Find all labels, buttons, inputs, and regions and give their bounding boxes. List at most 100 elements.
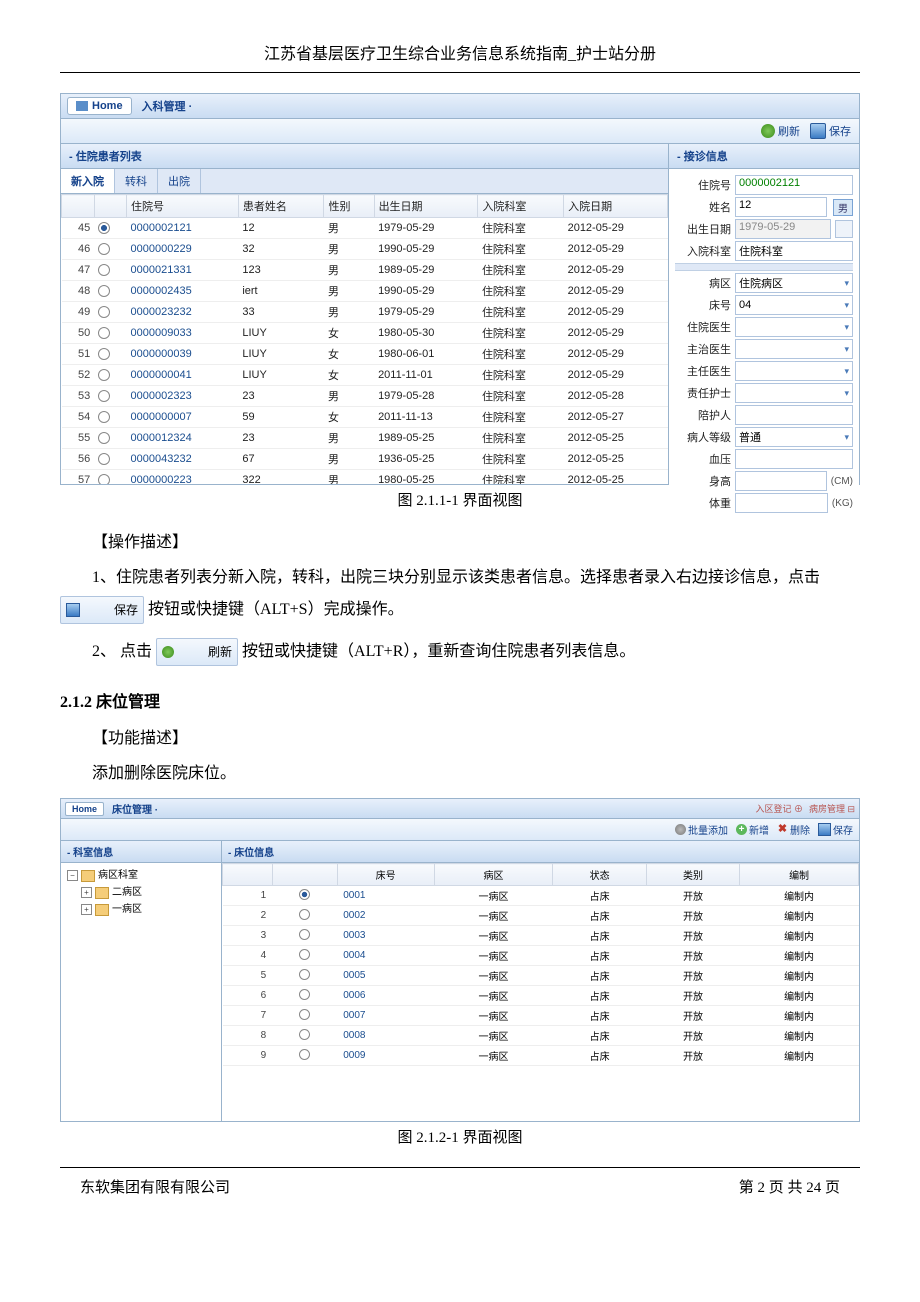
link-ward[interactable]: 病房管理 ⊟ — [809, 802, 855, 815]
calendar-icon[interactable] — [835, 220, 853, 238]
dept-field[interactable]: 住院科室 — [735, 241, 853, 261]
table-scroll[interactable]: 住院号患者姓名性别出生日期入院科室入院日期 45 0000002121 12 男… — [61, 194, 668, 484]
table-row[interactable]: 50 0000009033 LIUY 女 1980-05-30 住院科室 201… — [62, 323, 668, 344]
patient-id[interactable]: 0000000229 — [127, 239, 239, 260]
row-radio[interactable] — [272, 946, 337, 966]
patient-id[interactable]: 0000002323 — [127, 386, 239, 407]
patient-level-select[interactable]: 普通▾ — [735, 427, 853, 447]
table-row[interactable]: 5 0005 一病区 占床 开放 编制内 — [223, 966, 859, 986]
row-radio[interactable] — [94, 218, 126, 239]
row-radio[interactable] — [94, 449, 126, 470]
subtab-discharge[interactable]: 出院 — [158, 169, 201, 193]
row-radio[interactable] — [94, 239, 126, 260]
table-row[interactable]: 51 0000000039 LIUY 女 1980-06-01 住院科室 201… — [62, 344, 668, 365]
table-row[interactable]: 48 0000002435 iert 男 1990-05-29 住院科室 201… — [62, 281, 668, 302]
tree-node[interactable]: +二病区 — [81, 884, 215, 901]
table-row[interactable]: 56 0000043232 67 男 1936-05-25 住院科室 2012-… — [62, 449, 668, 470]
patient-id[interactable]: 0000000007 — [127, 407, 239, 428]
patient-id[interactable]: 0000043232 — [127, 449, 239, 470]
expand-icon[interactable]: + — [81, 904, 92, 915]
row-radio[interactable] — [94, 407, 126, 428]
refresh-button[interactable]: 刷新 — [761, 123, 800, 139]
delete-button[interactable]: ✖删除 — [777, 822, 810, 837]
tree-node[interactable]: +一病区 — [81, 901, 215, 918]
table-row[interactable]: 55 0000012324 23 男 1989-05-25 住院科室 2012-… — [62, 428, 668, 449]
row-radio[interactable] — [272, 1006, 337, 1026]
save-button[interactable]: 保存 — [818, 822, 853, 837]
row-radio[interactable] — [272, 906, 337, 926]
patient-id[interactable]: 0000021331 — [127, 260, 239, 281]
add-button[interactable]: +新增 — [736, 822, 769, 837]
weight-field[interactable] — [735, 493, 828, 513]
row-radio[interactable] — [94, 302, 126, 323]
bed-id[interactable]: 0003 — [337, 926, 434, 946]
table-row[interactable]: 49 0000023232 33 男 1979-05-29 住院科室 2012-… — [62, 302, 668, 323]
active-tab[interactable]: 床位管理 · — [112, 801, 158, 816]
expand-icon[interactable]: + — [81, 887, 92, 898]
table-row[interactable]: 54 0000000007 59 女 2011-11-13 住院科室 2012-… — [62, 407, 668, 428]
collapse-icon[interactable]: − — [67, 870, 78, 881]
patient-id[interactable]: 0000002121 — [127, 218, 239, 239]
bed-id[interactable]: 0004 — [337, 946, 434, 966]
table-row[interactable]: 45 0000002121 12 男 1979-05-29 住院科室 2012-… — [62, 218, 668, 239]
link-admit[interactable]: 入区登记 ⊕ — [755, 802, 803, 815]
patient-id[interactable]: 0000002435 — [127, 281, 239, 302]
row-radio[interactable] — [94, 365, 126, 386]
nurse-select[interactable]: ▾ — [735, 383, 853, 403]
patient-id[interactable]: 0000000041 — [127, 365, 239, 386]
row-radio[interactable] — [94, 281, 126, 302]
row-radio[interactable] — [272, 886, 337, 906]
attending-doctor-select[interactable]: ▾ — [735, 339, 853, 359]
bed-id[interactable]: 0002 — [337, 906, 434, 926]
row-radio[interactable] — [272, 986, 337, 1006]
patient-id[interactable]: 0000000039 — [127, 344, 239, 365]
table-row[interactable]: 8 0008 一病区 占床 开放 编制内 — [223, 1026, 859, 1046]
table-row[interactable]: 4 0004 一病区 占床 开放 编制内 — [223, 946, 859, 966]
dob-field[interactable]: 1979-05-29 — [735, 219, 831, 239]
table-row[interactable]: 7 0007 一病区 占床 开放 编制内 — [223, 1006, 859, 1026]
bed-id[interactable]: 0005 — [337, 966, 434, 986]
bed-id[interactable]: 0001 — [337, 886, 434, 906]
row-radio[interactable] — [94, 260, 126, 281]
table-row[interactable]: 52 0000000041 LIUY 女 2011-11-01 住院科室 201… — [62, 365, 668, 386]
patient-id[interactable]: 0000000223 — [127, 470, 239, 485]
home-tab[interactable]: Home — [65, 802, 104, 816]
subtab-new[interactable]: 新入院 — [61, 169, 115, 193]
table-row[interactable]: 6 0006 一病区 占床 开放 编制内 — [223, 986, 859, 1006]
row-radio[interactable] — [272, 1046, 337, 1066]
bed-id[interactable]: 0009 — [337, 1046, 434, 1066]
home-tab[interactable]: Home — [67, 97, 132, 115]
row-radio[interactable] — [94, 428, 126, 449]
hospital-id-field[interactable]: 0000002121 — [735, 175, 853, 195]
row-radio[interactable] — [94, 323, 126, 344]
patient-id[interactable]: 0000012324 — [127, 428, 239, 449]
carer-field[interactable] — [735, 405, 853, 425]
bp-field[interactable] — [735, 449, 853, 469]
patient-id[interactable]: 0000009033 — [127, 323, 239, 344]
table-row[interactable]: 46 0000000229 32 男 1990-05-29 住院科室 2012-… — [62, 239, 668, 260]
bed-id[interactable]: 0008 — [337, 1026, 434, 1046]
active-tab[interactable]: 入科管理 · — [142, 98, 193, 114]
table-row[interactable]: 9 0009 一病区 占床 开放 编制内 — [223, 1046, 859, 1066]
bed-select[interactable]: 04▾ — [735, 295, 853, 315]
table-row[interactable]: 2 0002 一病区 占床 开放 编制内 — [223, 906, 859, 926]
row-radio[interactable] — [94, 344, 126, 365]
row-radio[interactable] — [272, 966, 337, 986]
name-field[interactable]: 12 — [735, 197, 827, 217]
row-radio[interactable] — [272, 926, 337, 946]
resident-doctor-select[interactable]: ▾ — [735, 317, 853, 337]
row-radio[interactable] — [94, 470, 126, 485]
chief-doctor-select[interactable]: ▾ — [735, 361, 853, 381]
batch-add-button[interactable]: 批量添加 — [675, 822, 728, 837]
bed-id[interactable]: 0007 — [337, 1006, 434, 1026]
ward-select[interactable]: 住院病区▾ — [735, 273, 853, 293]
save-button[interactable]: 保存 — [810, 123, 851, 139]
table-row[interactable]: 3 0003 一病区 占床 开放 编制内 — [223, 926, 859, 946]
row-radio[interactable] — [272, 1026, 337, 1046]
row-radio[interactable] — [94, 386, 126, 407]
table-row[interactable]: 57 0000000223 322 男 1980-05-25 住院科室 2012… — [62, 470, 668, 485]
table-row[interactable]: 1 0001 一病区 占床 开放 编制内 — [223, 886, 859, 906]
table-row[interactable]: 53 0000002323 23 男 1979-05-28 住院科室 2012-… — [62, 386, 668, 407]
bed-id[interactable]: 0006 — [337, 986, 434, 1006]
height-field[interactable] — [735, 471, 827, 491]
